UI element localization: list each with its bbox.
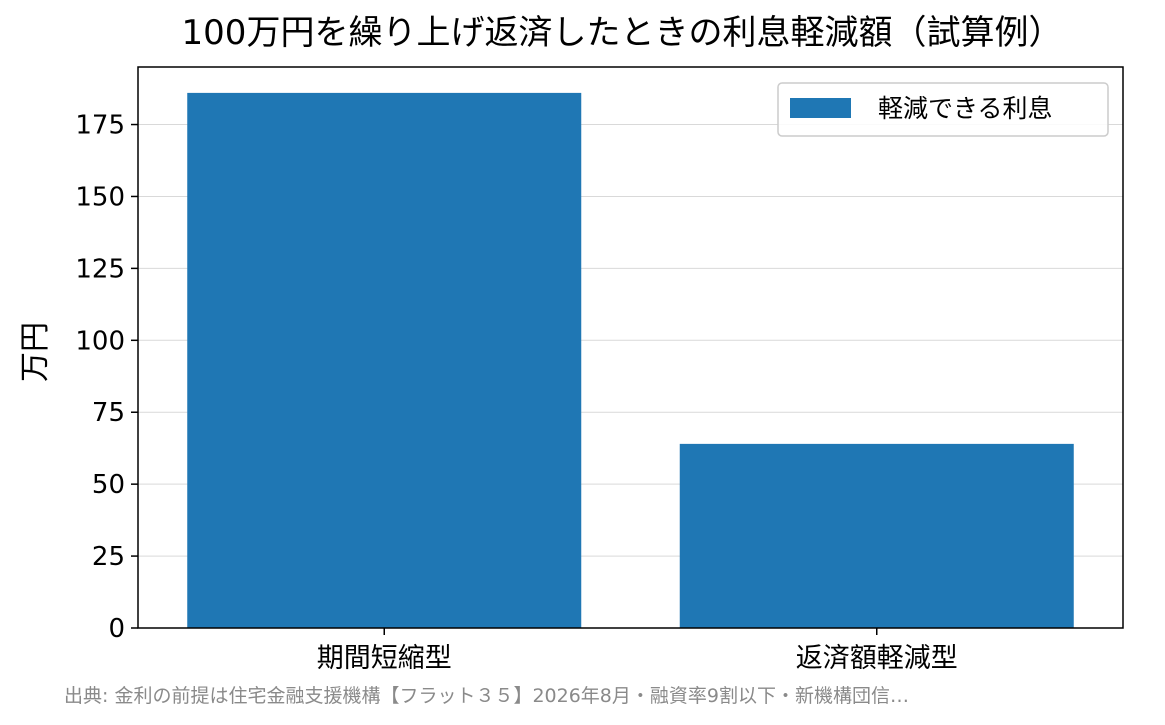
x-tick-label: 期間短縮型 <box>317 643 452 674</box>
bars <box>187 92 1074 628</box>
legend-label: 軽減できる利息 <box>878 94 1053 123</box>
legend: 軽減できる利息 <box>777 82 1109 137</box>
bar <box>187 92 582 628</box>
y-axis-ticks: 0 25 50 75 100 125 150 175 <box>75 111 138 644</box>
plot-frame <box>137 66 1124 629</box>
x-tick-label: 返済額軽減型 <box>796 643 958 674</box>
bar <box>679 443 1074 628</box>
source-note: 出典: 金利の前提は住宅金融支援機構【フラット３５】2026年8月・融資率9割以… <box>64 685 909 707</box>
y-tick-label: 150 <box>75 182 125 212</box>
y-tick-label: 175 <box>75 111 125 141</box>
chart-title: 100万円を繰り上げ返済したときの利息軽減額（試算例） <box>182 13 1063 53</box>
y-tick-label: 50 <box>92 470 125 500</box>
y-tick-label: 0 <box>108 614 125 644</box>
y-tick-label: 100 <box>75 326 125 356</box>
y-tick-label: 125 <box>75 254 125 284</box>
x-axis-ticks: 期間短縮型 返済額軽減型 <box>317 628 958 674</box>
y-axis-label: 万円 <box>18 322 53 382</box>
y-tick-label: 25 <box>92 542 125 572</box>
y-tick-label: 75 <box>92 398 125 428</box>
legend-swatch <box>790 98 851 118</box>
legend-box <box>777 82 1109 137</box>
